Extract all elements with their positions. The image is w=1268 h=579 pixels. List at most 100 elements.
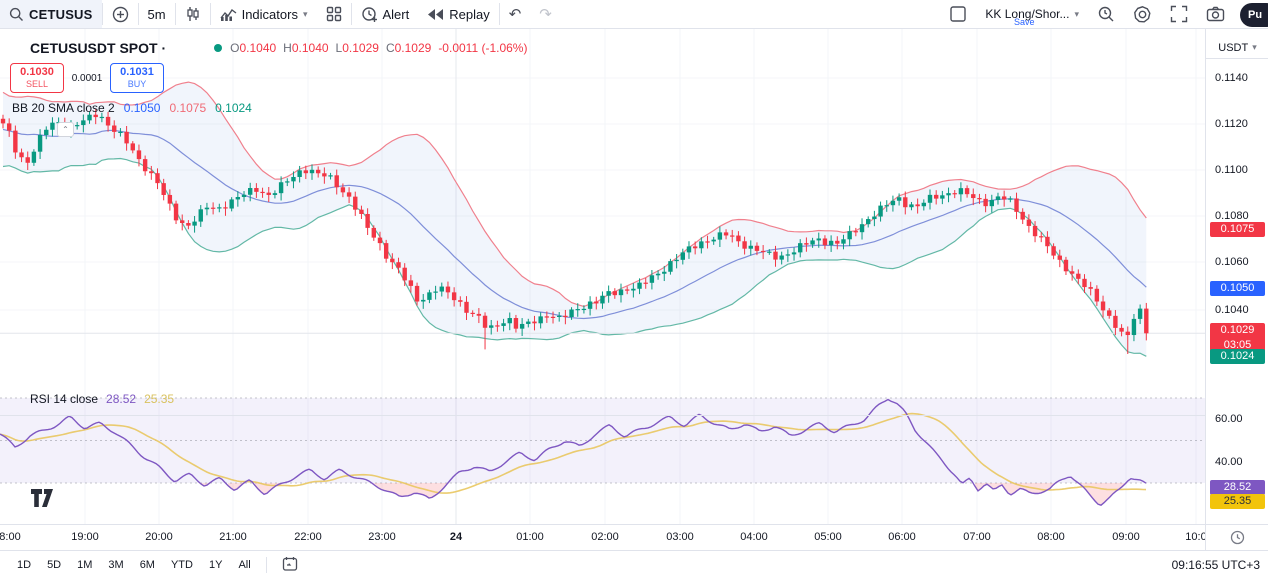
bottom-toolbar: 1D 5D 1M 3M 6M YTD 1Y All 09:16:55 UTC+3 xyxy=(0,550,1268,579)
publish-button[interactable]: Pu xyxy=(1240,3,1268,27)
range-button-3m[interactable]: 3M xyxy=(108,559,124,571)
legend-symbol[interactable]: CETUSUSDT SPOT · xyxy=(30,40,167,56)
replay-button[interactable]: Replay xyxy=(418,0,498,28)
toolbar-divider xyxy=(174,3,176,25)
time-tick-label[interactable]: 8:00 xyxy=(0,531,21,543)
time-tick-label[interactable]: 04:00 xyxy=(740,531,768,543)
sell-price: 0.1030 xyxy=(20,66,54,78)
rsi-value-chip[interactable]: 28.52 xyxy=(1210,480,1265,495)
rsi-ma-value: 25.35 xyxy=(144,392,175,406)
toolbar-divider xyxy=(498,3,500,25)
candles-icon xyxy=(186,7,199,21)
price-tick-label: 0.1100 xyxy=(1215,164,1248,176)
bb-upper-price-chip[interactable]: 0.1075 xyxy=(1210,222,1265,237)
replay-icon xyxy=(428,8,444,20)
calendar-icon xyxy=(282,557,297,571)
redo-icon: ↷ xyxy=(539,6,552,23)
undo-button[interactable]: ↶ xyxy=(500,0,531,28)
time-tick-label[interactable]: 21:00 xyxy=(219,531,247,543)
indicator-templates-button[interactable] xyxy=(317,0,351,28)
plus-circle-icon xyxy=(112,6,128,22)
undo-icon: ↶ xyxy=(508,6,522,23)
layout-name-button[interactable]: KK Long/Shor... ▾ xyxy=(976,0,1088,28)
date-range-buttons: 1D 5D 1M 3M 6M YTD 1Y All xyxy=(10,556,258,574)
single-layout-icon xyxy=(950,6,967,22)
buy-button[interactable]: 0.1031 BUY xyxy=(110,63,164,93)
clock-timezone[interactable]: 09:16:55 UTC+3 xyxy=(1171,558,1260,572)
chart-canvas[interactable] xyxy=(0,29,1205,524)
range-button-all[interactable]: All xyxy=(238,559,251,571)
redo-button[interactable]: ↷ xyxy=(530,0,561,28)
rsi-ma-value-chip[interactable]: 25.35 xyxy=(1210,494,1265,509)
high-value: 0.1040 xyxy=(291,41,329,55)
timezone-clock-icon xyxy=(1230,530,1244,545)
high-key: H xyxy=(283,41,292,55)
settings-button[interactable] xyxy=(1124,0,1161,28)
time-tick-label[interactable]: 05:00 xyxy=(814,531,842,543)
sell-button[interactable]: 0.1030 SELL xyxy=(10,63,64,93)
fullscreen-button[interactable] xyxy=(1161,0,1197,28)
chart-style-button[interactable] xyxy=(176,0,210,28)
toolbar-divider xyxy=(209,3,211,25)
toolbar-divider xyxy=(101,3,103,25)
rsi-value: 28.52 xyxy=(106,392,137,406)
range-button-1d[interactable]: 1D xyxy=(17,559,32,571)
alert-button[interactable]: Alert xyxy=(352,0,419,28)
time-tick-label[interactable]: 07:00 xyxy=(963,531,991,543)
range-button-6m[interactable]: 6M xyxy=(139,559,155,571)
tradingview-logo[interactable] xyxy=(30,488,58,513)
pane-resize-handle[interactable] xyxy=(0,415,1205,416)
bb-mid-price-chip[interactable]: 0.1050 xyxy=(1210,281,1265,296)
chevron-up-icon: ⌃ xyxy=(62,125,69,134)
layout-select-button[interactable] xyxy=(940,0,976,28)
symbol-search[interactable]: CETUSUS xyxy=(0,0,102,28)
chart-area[interactable] xyxy=(0,29,1205,524)
alert-label: Alert xyxy=(382,6,410,22)
bb-indicator-legend[interactable]: BB 20 SMA close 2 0.1050 0.1075 0.1024 xyxy=(12,101,252,115)
time-tick-label[interactable]: 08:00 xyxy=(1037,531,1065,543)
top-toolbar: CETUSUS 5m xyxy=(0,0,1268,29)
interval-label: 5m xyxy=(147,6,166,22)
price-tick-label: 0.1080 xyxy=(1215,210,1249,222)
go-to-date-button[interactable] xyxy=(275,553,305,577)
range-button-1m[interactable]: 1M xyxy=(77,559,93,571)
range-button-5d[interactable]: 5D xyxy=(47,559,62,571)
time-tick-label[interactable]: 03:00 xyxy=(666,531,694,543)
spread-value: 0.0001 xyxy=(71,72,103,84)
publish-label: Pu xyxy=(1248,9,1263,21)
buy-price: 0.1031 xyxy=(120,66,154,78)
time-tick-label[interactable]: 19:00 xyxy=(71,531,99,543)
time-tick-label[interactable]: 22:00 xyxy=(294,531,322,543)
interval-button[interactable]: 5m xyxy=(139,0,175,28)
open-key: O xyxy=(230,41,240,55)
quick-search-button[interactable] xyxy=(1088,0,1124,28)
range-button-1y[interactable]: 1Y xyxy=(208,559,223,571)
rsi-tick-label: 40.00 xyxy=(1215,456,1243,468)
compare-add-symbol-button[interactable] xyxy=(103,0,138,28)
time-tick-label[interactable]: 24 xyxy=(449,531,463,543)
replay-label: Replay xyxy=(449,6,490,22)
open-value: 0.1040 xyxy=(239,41,277,55)
time-axis-corner[interactable] xyxy=(1205,524,1268,550)
last-price-chip[interactable]: 0.1029 03:05 xyxy=(1210,323,1265,353)
range-button-ytd[interactable]: YTD xyxy=(170,559,193,571)
time-tick-label[interactable]: 23:00 xyxy=(368,531,396,543)
time-tick-label[interactable]: 20:00 xyxy=(145,531,173,543)
time-tick-label[interactable]: 01:00 xyxy=(516,531,544,543)
price-axis-currency[interactable]: USDT ▾ xyxy=(1206,37,1268,59)
indicators-button[interactable]: Indicators ▾ xyxy=(211,0,317,28)
bb-lower-price-chip[interactable]: 0.1024 xyxy=(1210,349,1265,364)
screenshot-button[interactable] xyxy=(1197,0,1234,28)
low-key: L xyxy=(335,41,343,55)
save-layout-button[interactable]: Save xyxy=(1014,17,1035,27)
collapse-pane-button[interactable]: ⌃ xyxy=(57,122,74,137)
time-tick-label[interactable]: 02:00 xyxy=(591,531,619,543)
time-tick-label[interactable]: 10:0 xyxy=(1185,531,1207,543)
rsi-indicator-legend[interactable]: RSI 14 close 28.52 25.35 xyxy=(30,392,174,406)
time-tick-label[interactable]: 09:00 xyxy=(1112,531,1140,543)
time-axis[interactable]: 8:00 19:00 20:00 21:00 22:00 23:00 24 01:00 02:0… xyxy=(0,524,1207,550)
sell-label: SELL xyxy=(25,79,49,89)
price-axis[interactable]: USDT ▾ 0.1140 0.1120 0.1100 0.1080 0.1060 0.1… xyxy=(1205,29,1268,550)
time-tick-label[interactable]: 06:00 xyxy=(888,531,916,543)
